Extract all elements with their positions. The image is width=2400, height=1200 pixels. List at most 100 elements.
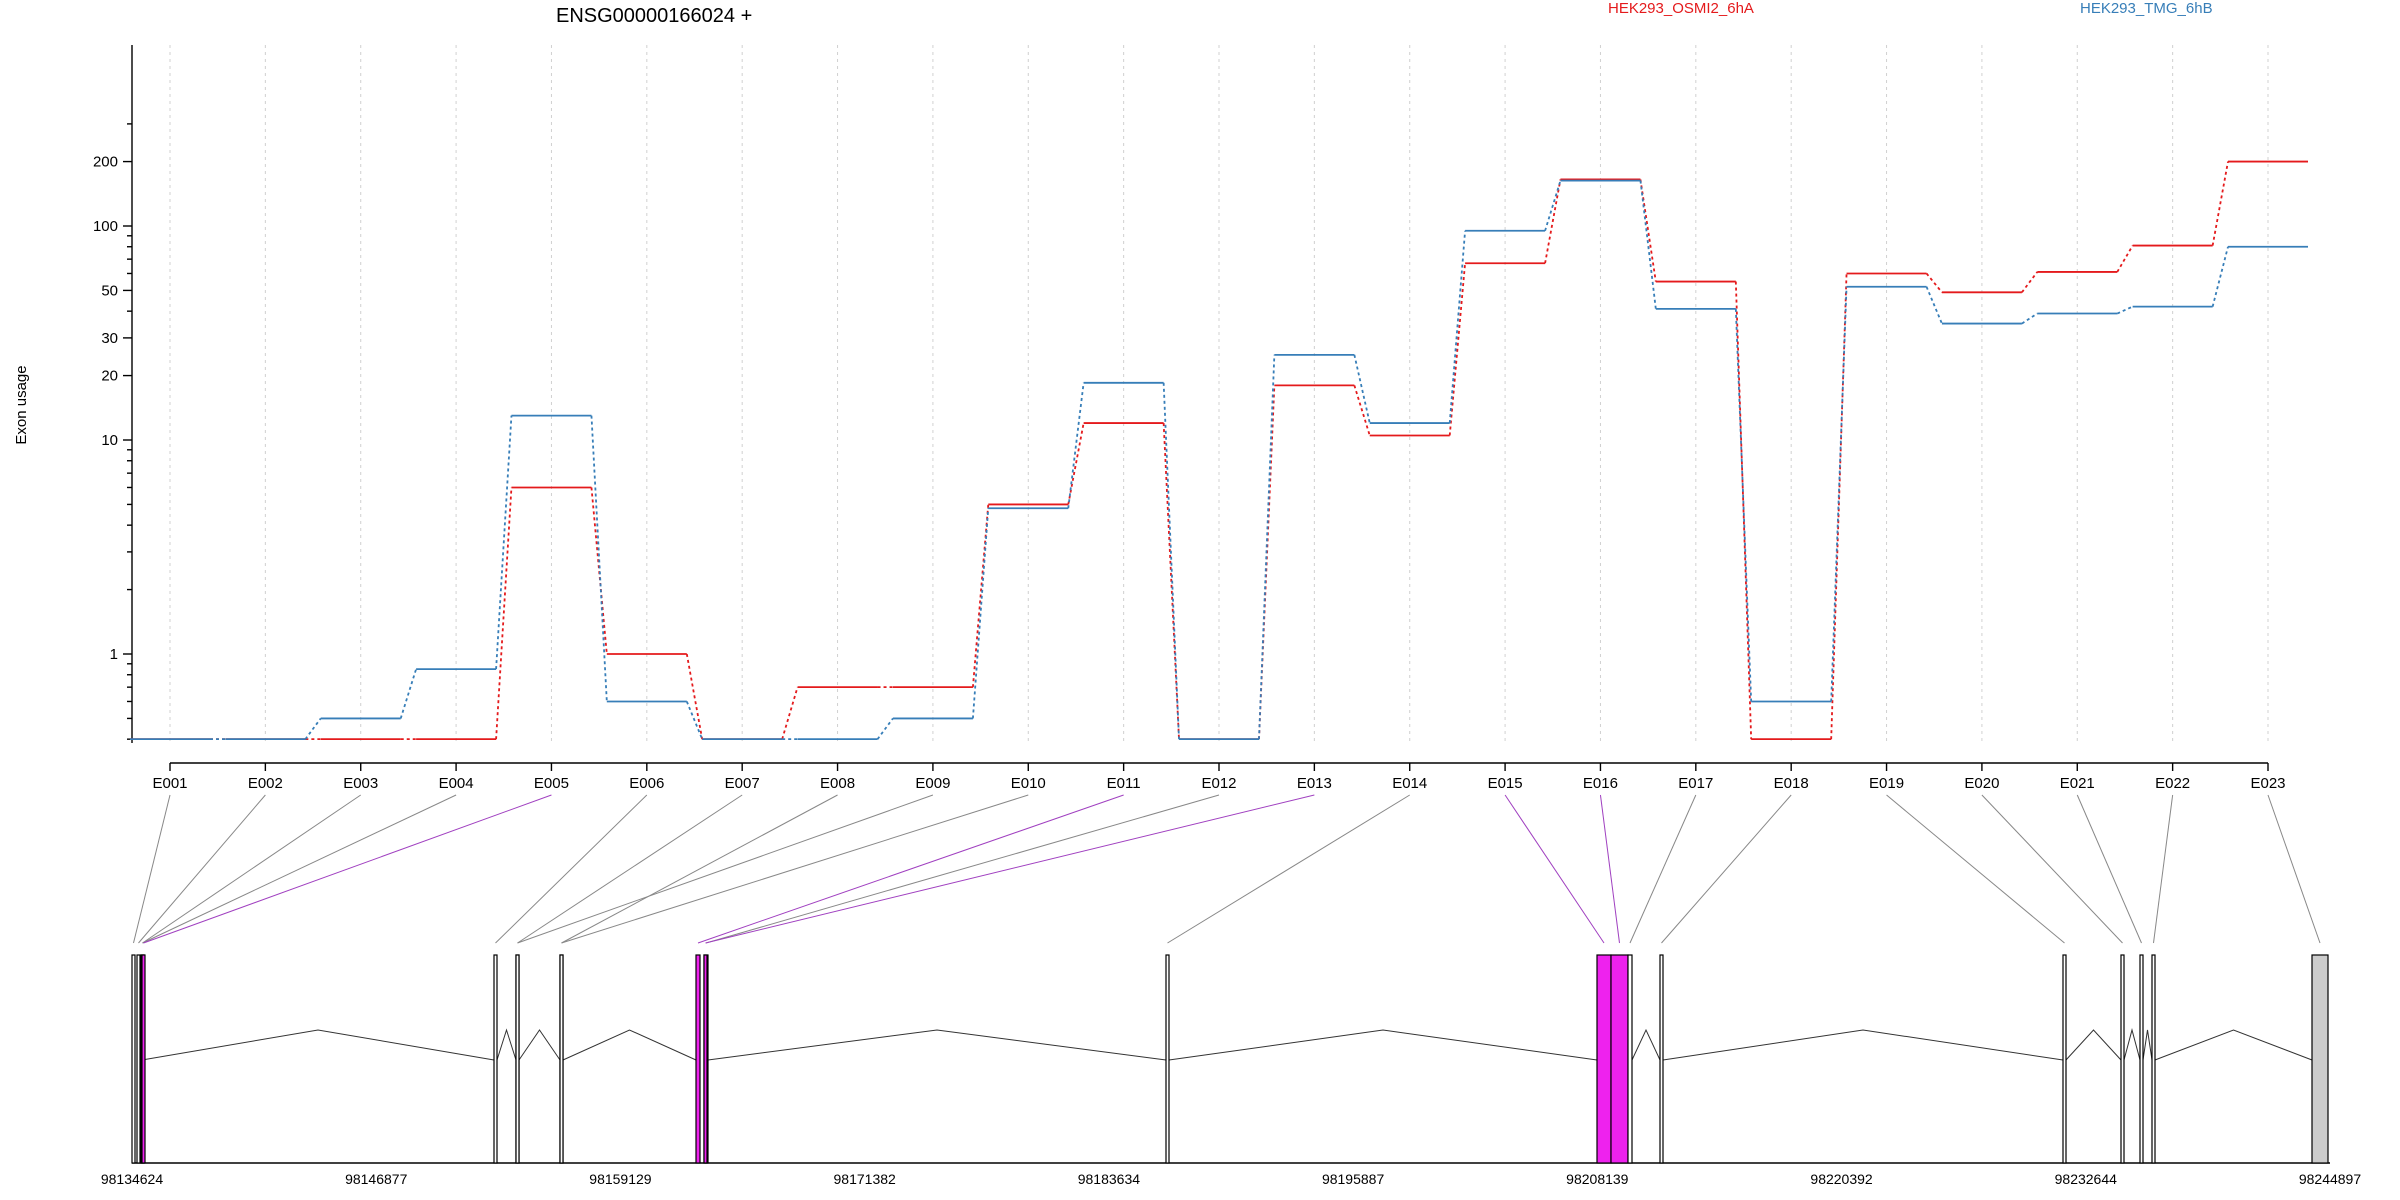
y-tick-label: 100 bbox=[93, 218, 118, 235]
transition-line bbox=[2116, 305, 2134, 315]
transition-line bbox=[2116, 245, 2134, 273]
transition-line bbox=[1925, 286, 1943, 324]
transition-line bbox=[2211, 246, 2229, 307]
coordinate-label: 98220392 bbox=[1810, 1171, 1873, 1187]
transition-line bbox=[1639, 180, 1657, 309]
transition-line bbox=[972, 504, 990, 688]
x-tick-label-E004: E004 bbox=[439, 775, 474, 792]
transition-line bbox=[1544, 179, 1562, 264]
exon-box-E013 bbox=[703, 954, 708, 1164]
connector-E003 bbox=[142, 794, 362, 944]
connector-E014 bbox=[1167, 794, 1410, 944]
exon-connectors bbox=[133, 794, 2321, 944]
exon-box-E018 bbox=[1659, 954, 1664, 1164]
coordinate-label: 98183634 bbox=[1078, 1171, 1141, 1187]
x-tick-label-E021: E021 bbox=[2060, 775, 2095, 792]
transition-line bbox=[972, 508, 990, 719]
y-tick-label: 200 bbox=[93, 154, 118, 171]
x-tick-label-E005: E005 bbox=[534, 775, 569, 792]
connector-E015 bbox=[1504, 794, 1605, 944]
transition-line bbox=[2211, 161, 2229, 246]
transition-line bbox=[1925, 272, 1943, 293]
exon-box-E019 bbox=[2062, 954, 2067, 1164]
x-tick-label-E001: E001 bbox=[152, 775, 187, 792]
connector-E018 bbox=[1661, 794, 1792, 944]
transition-line bbox=[304, 717, 322, 740]
y-tick-label: 10 bbox=[101, 432, 118, 449]
coordinate-label: 98171382 bbox=[834, 1171, 897, 1187]
x-tick-label-E011: E011 bbox=[1107, 775, 1141, 792]
x-tick-label-E010: E010 bbox=[1011, 775, 1046, 792]
transition-line bbox=[876, 717, 894, 740]
transition-line bbox=[1448, 230, 1466, 424]
exon-box-E001 bbox=[131, 954, 136, 1164]
exon-box-E021 bbox=[2139, 954, 2144, 1164]
grid-lines bbox=[169, 45, 2269, 743]
chart-title: ENSG00000166024 + bbox=[556, 5, 752, 27]
connector-E005 bbox=[143, 794, 552, 944]
coordinate-label: 98244897 bbox=[2299, 1171, 2362, 1187]
x-tick-label-E016: E016 bbox=[1583, 775, 1618, 792]
exon-box-E002 bbox=[136, 954, 141, 1164]
x-tick-label-E020: E020 bbox=[1964, 775, 1999, 792]
series-2 bbox=[130, 179, 2308, 741]
intron-line bbox=[1168, 1029, 1598, 1061]
exon-box-E017 bbox=[1627, 954, 1633, 1164]
exon-box-E014 bbox=[1165, 954, 1170, 1164]
coordinate-label: 98232644 bbox=[2055, 1171, 2118, 1187]
x-tick-label-E009: E009 bbox=[915, 775, 950, 792]
connector-E012 bbox=[705, 794, 1220, 944]
transition-line bbox=[1639, 179, 1657, 282]
intron-line bbox=[1662, 1029, 2064, 1061]
transition-line bbox=[1830, 273, 1848, 740]
intron-line bbox=[1631, 1028, 1661, 1061]
exon-box-E015 bbox=[1596, 954, 1612, 1164]
transition-line bbox=[1067, 422, 1085, 505]
transition-line bbox=[1258, 354, 1276, 740]
transition-line bbox=[781, 686, 799, 740]
intron-line bbox=[2065, 1029, 2122, 1061]
transition-line bbox=[1162, 382, 1180, 740]
coordinate-label: 98195887 bbox=[1322, 1171, 1385, 1187]
y-tick-label: 1 bbox=[110, 646, 118, 663]
connector-E009 bbox=[517, 794, 934, 944]
x-tick-label-E018: E018 bbox=[1774, 775, 1809, 792]
connector-E006 bbox=[495, 794, 648, 944]
x-tick-label-E023: E023 bbox=[2250, 775, 2285, 792]
coordinate-label: 98159129 bbox=[589, 1171, 652, 1187]
transition-line bbox=[1353, 385, 1371, 436]
y-tick-label: 20 bbox=[101, 368, 118, 385]
transition-line bbox=[1734, 281, 1753, 740]
connector-E017 bbox=[1629, 794, 1697, 944]
transition-line bbox=[399, 668, 417, 719]
intron-line bbox=[2154, 1029, 2313, 1061]
connector-E021 bbox=[2076, 794, 2142, 944]
exon-box-E022 bbox=[2151, 954, 2156, 1164]
legend-series-2: HEK293_TMG_6hB bbox=[2080, 0, 2213, 17]
transition-line bbox=[1353, 354, 1371, 424]
exon-box-E010 bbox=[559, 954, 564, 1164]
connector-E004 bbox=[142, 794, 457, 944]
exon-box-E006 bbox=[493, 954, 498, 1164]
connector-E023 bbox=[2267, 794, 2321, 944]
intron-line bbox=[141, 1029, 495, 1061]
x-tick-label-E003: E003 bbox=[343, 775, 378, 792]
y-tick-label: 30 bbox=[101, 330, 118, 347]
intron-line bbox=[562, 1029, 697, 1061]
x-tick-label-E012: E012 bbox=[1201, 775, 1236, 792]
series-lines bbox=[130, 160, 2308, 741]
x-tick-label-E014: E014 bbox=[1392, 775, 1427, 792]
exon-box-E011 bbox=[695, 954, 701, 1164]
x-tick-label-E007: E007 bbox=[725, 775, 760, 792]
axes: 1 10 20 30 50 100 200 E001 E002 E003 E004 E005 E006 E… bbox=[93, 45, 2286, 792]
connector-E010 bbox=[561, 794, 1029, 944]
transition-line bbox=[2021, 271, 2038, 293]
x-tick-label-E022: E022 bbox=[2155, 775, 2190, 792]
connector-E001 bbox=[133, 794, 171, 944]
transition-line bbox=[590, 487, 608, 655]
connector-E011 bbox=[697, 794, 1124, 944]
coordinate-label: 98146877 bbox=[345, 1171, 408, 1187]
intron-line bbox=[496, 1028, 517, 1061]
